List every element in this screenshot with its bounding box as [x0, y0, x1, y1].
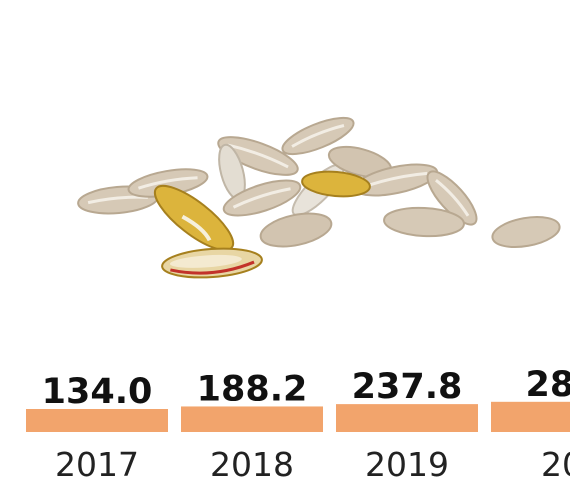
value-label-2019: 237.8	[352, 367, 463, 407]
grain-icon	[426, 170, 478, 226]
year-label-2017: 2017	[55, 445, 139, 484]
golden-grain-icon	[161, 247, 263, 279]
golden-grain-icon	[301, 170, 371, 198]
rice-grains-illustration	[77, 116, 561, 279]
bar-2019	[336, 404, 478, 432]
bar-2017	[26, 409, 168, 432]
year-label-20: 20	[541, 445, 570, 484]
year-label-2018: 2018	[210, 445, 294, 484]
grain-icon	[491, 216, 561, 248]
bar-2018	[181, 406, 323, 432]
value-label-20: 287	[525, 365, 570, 405]
grain-icon	[383, 206, 465, 238]
golden-grain-icon	[153, 184, 235, 252]
value-label-2018: 188.2	[197, 369, 308, 409]
grain-icon	[281, 116, 355, 156]
year-label-2019: 2019	[365, 445, 449, 484]
grain-icon	[259, 212, 333, 248]
grain-icon	[217, 136, 299, 176]
value-label-2017: 134.0	[42, 372, 153, 412]
bar-20	[491, 401, 570, 432]
grain-icon	[127, 168, 209, 198]
grain-icon	[222, 179, 302, 217]
